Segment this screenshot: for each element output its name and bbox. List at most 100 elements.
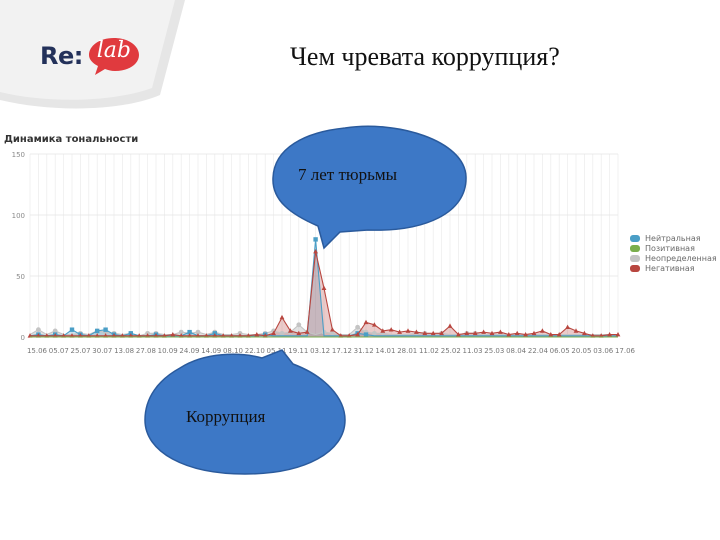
- callout-text-prison: 7 лет тюрьмы: [298, 165, 398, 184]
- legend-label-negative: Негативная: [645, 263, 695, 273]
- point-negative: [556, 331, 562, 337]
- x-tick-label: 19.11: [288, 347, 308, 355]
- point-negative: [523, 331, 528, 337]
- point-negative: [414, 329, 419, 334]
- point-negative: [464, 330, 470, 336]
- x-tick-label: 11.03: [463, 347, 483, 355]
- line-neutral: [29, 239, 618, 337]
- point-undefined: [36, 327, 41, 333]
- chart-legend: Нейтральная Позитивная Неопределенная Не…: [630, 233, 717, 273]
- point-neutral: [363, 332, 369, 337]
- legend-label-undefined: Неопределенная: [645, 253, 717, 263]
- point-negative: [456, 331, 461, 337]
- point-negative: [372, 322, 377, 327]
- callout-bubble-prison: [272, 125, 467, 250]
- relab-logo: Re: lab: [40, 36, 141, 76]
- point-negative: [170, 331, 176, 337]
- point-negative: [573, 328, 579, 333]
- x-tick-label: 25.03: [484, 347, 504, 355]
- point-negative: [397, 329, 402, 334]
- legend-item-negative: Негативная: [630, 263, 717, 273]
- point-negative: [582, 330, 587, 336]
- x-tick-label: 08.04: [506, 347, 527, 355]
- point-negative: [296, 330, 302, 336]
- point-neutral: [69, 327, 75, 332]
- point-neutral: [187, 329, 192, 335]
- point-undefined: [52, 328, 58, 334]
- y-tick-label: 0: [21, 334, 25, 342]
- x-tick-label: 10.09: [158, 347, 178, 355]
- point-undefined: [195, 329, 201, 335]
- logo-text-lab: lab: [96, 38, 131, 63]
- x-tick-label: 11.02: [419, 347, 439, 355]
- point-negative: [548, 331, 554, 337]
- point-negative: [531, 330, 537, 336]
- x-tick-label: 06.05: [550, 347, 570, 355]
- y-tick-label: 150: [12, 151, 25, 159]
- point-negative: [565, 324, 570, 330]
- point-negative: [380, 328, 386, 333]
- area-undefined: [30, 324, 618, 337]
- point-negative: [321, 285, 327, 290]
- x-tick-label: 14.09: [201, 347, 221, 355]
- x-tick-label: 20.05: [571, 347, 591, 355]
- y-tick-label: 50: [16, 273, 25, 281]
- callout-text-corruption: Коррупция: [186, 407, 266, 426]
- point-negative: [506, 331, 512, 337]
- x-tick-label: 03.12: [310, 347, 330, 355]
- point-negative: [279, 314, 285, 320]
- point-negative: [489, 330, 495, 336]
- point-negative: [254, 331, 260, 337]
- point-negative: [363, 319, 369, 325]
- point-negative: [472, 330, 478, 336]
- x-tick-label: 25.02: [441, 347, 461, 355]
- x-tick-label: 27.08: [136, 347, 156, 355]
- point-negative: [355, 331, 360, 337]
- point-neutral: [313, 237, 318, 242]
- point-negative: [388, 327, 394, 332]
- point-negative: [430, 330, 436, 336]
- point-negative: [304, 329, 310, 334]
- point-negative: [607, 331, 612, 337]
- callout-bubble-corruption: [144, 349, 346, 475]
- legend-item-neutral: Нейтральная: [630, 233, 717, 243]
- x-tick-label: 24.09: [179, 347, 199, 355]
- point-negative: [288, 328, 293, 333]
- point-negative: [313, 249, 318, 254]
- point-undefined: [296, 322, 302, 328]
- point-negative: [498, 329, 503, 334]
- x-tick-label: 05.11: [267, 347, 287, 355]
- x-tick-label: 31.12: [354, 347, 374, 355]
- legend-swatch-undefined: [630, 254, 640, 262]
- chart-title: Динамика тональности: [4, 134, 139, 145]
- point-negative: [330, 327, 335, 332]
- legend-swatch-neutral: [630, 234, 640, 242]
- legend-label-neutral: Нейтральная: [645, 233, 701, 243]
- x-tick-label: 17.06: [615, 347, 636, 355]
- x-tick-label: 15.06: [27, 347, 48, 355]
- point-undefined: [355, 324, 360, 330]
- legend-label-positive: Позитивная: [645, 243, 695, 253]
- legend-swatch-negative: [630, 264, 640, 272]
- y-tick-label: 100: [12, 212, 25, 220]
- x-tick-label: 13.08: [114, 347, 134, 355]
- x-tick-label: 03.06: [593, 347, 614, 355]
- x-tick-label: 17.12: [332, 347, 352, 355]
- x-tick-label: 14.01: [375, 347, 395, 355]
- x-tick-label: 30.07: [92, 347, 112, 355]
- logo-text-re: Re:: [40, 42, 83, 70]
- point-negative: [405, 328, 411, 333]
- x-tick-label: 25.07: [71, 347, 91, 355]
- x-tick-label: 22.04: [528, 347, 549, 355]
- point-undefined: [330, 330, 335, 336]
- x-tick-label: 05.07: [49, 347, 69, 355]
- point-negative: [439, 330, 444, 336]
- point-negative: [540, 328, 545, 333]
- slide-title: Чем чревата коррупция?: [290, 42, 560, 71]
- point-negative: [271, 330, 276, 336]
- point-undefined: [372, 330, 377, 336]
- area-negative: [30, 251, 618, 337]
- legend-item-undefined: Неопределенная: [630, 253, 717, 263]
- x-tick-label: 08.10: [223, 347, 243, 355]
